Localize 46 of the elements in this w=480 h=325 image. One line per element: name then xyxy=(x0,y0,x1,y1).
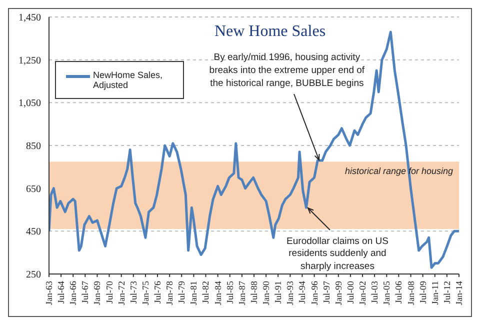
chart-title: New Home Sales xyxy=(213,23,327,41)
x-tick-label: Jan-93 xyxy=(285,280,296,305)
x-tick-label: Jan-14 xyxy=(454,280,464,305)
x-tick-label: Jan-72 xyxy=(116,281,126,305)
x-tick-label: Jan-96 xyxy=(309,280,320,305)
x-tick-label: Jan-75 xyxy=(140,280,150,305)
y-tick-label: 650 xyxy=(26,184,41,195)
y-tick-label: 850 xyxy=(26,141,41,152)
x-tick-label: Jan-81 xyxy=(188,281,199,305)
legend-label: NewHome Sales, Adjusted xyxy=(93,70,164,90)
x-tick-label: Jan-08 xyxy=(406,280,416,305)
y-tick-label: 1,050 xyxy=(18,98,41,110)
x-tick-label: Jul-06 xyxy=(394,280,404,304)
annotation: By early/mid 1996, housing activity breaks into the extreme upper end of the historical range, BUBBLE begins xyxy=(208,52,366,91)
x-tick-label: Jul-64 xyxy=(56,280,66,304)
y-tick-label: 450 xyxy=(26,226,41,238)
x-tick-label: Jul-73 xyxy=(128,280,138,304)
x-tick-label: Jul-70 xyxy=(104,280,114,304)
y-tick-label: 250 xyxy=(26,270,41,281)
x-tick-label: Jul-97 xyxy=(321,280,332,304)
x-tick-label: Jan-78 xyxy=(164,280,175,305)
x-tick-label: Jul-00 xyxy=(345,280,356,304)
x-tick-label: Jan-02 xyxy=(358,281,368,305)
x-tick-label: Jul-09 xyxy=(418,280,428,304)
x-tick-label: Jan-69 xyxy=(92,280,102,305)
x-tick-label: Jan-84 xyxy=(212,280,223,305)
x-tick-label: Jul-67 xyxy=(80,280,90,304)
x-tick-label: Jul-94 xyxy=(297,280,308,304)
x-tick-label: Jul-76 xyxy=(152,280,163,304)
x-tick-label: Jan-66 xyxy=(68,280,78,305)
annotation: Eurodollar claims on US residents suddenly and sharply increases xyxy=(286,236,390,274)
x-tick-label: Jul-79 xyxy=(176,280,187,304)
x-tick-label: Jan-87 xyxy=(236,280,247,305)
x-tick-label: Jul-12 xyxy=(442,281,452,304)
x-tick-label: Jan-11 xyxy=(430,281,440,305)
x-tick-label: Jan-90 xyxy=(261,280,272,305)
x-tick-label: Jul-88 xyxy=(248,280,259,304)
y-tick-label: 1,450 xyxy=(18,12,41,24)
x-tick-label: Jan-05 xyxy=(382,280,392,305)
y-tick-label: 1,250 xyxy=(18,55,41,66)
x-tick-label: Jul-85 xyxy=(224,280,235,304)
x-tick-label: Jul-03 xyxy=(370,280,380,304)
x-tick-label: Jan-63 xyxy=(44,280,54,305)
x-tick-label: Jan-99 xyxy=(333,280,344,305)
x-tick-label: Jul-82 xyxy=(200,281,211,304)
x-tick-label: Jul-91 xyxy=(273,281,284,304)
